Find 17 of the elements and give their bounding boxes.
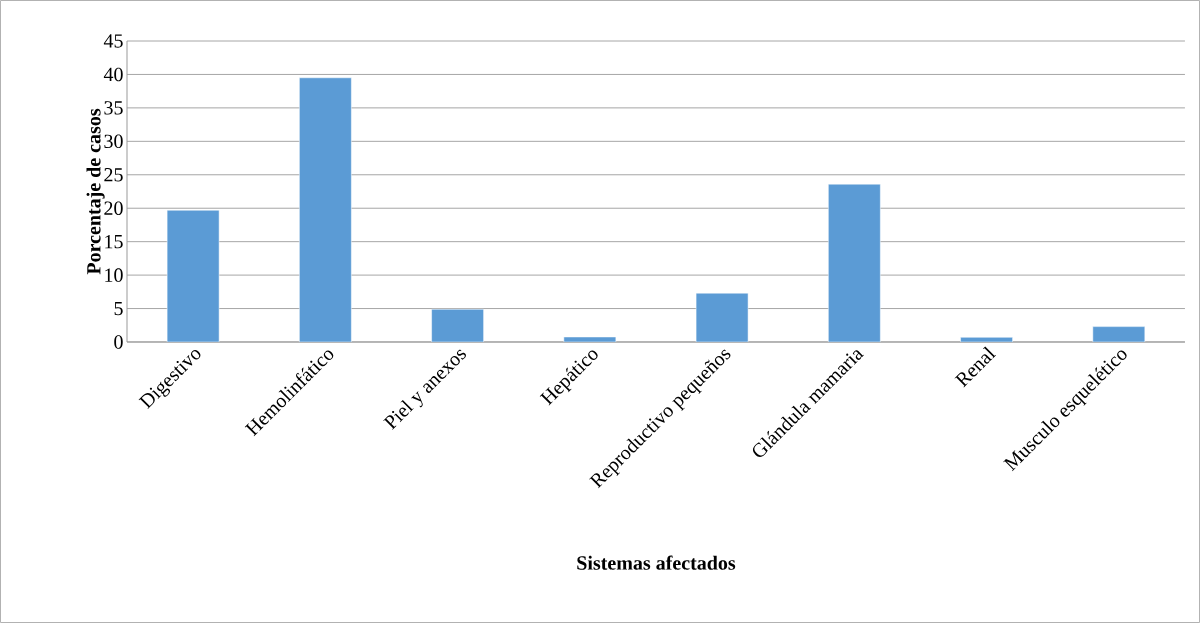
y-tick-label: 0 [114,335,123,349]
y-tick-label: 5 [114,301,123,316]
bar [166,209,220,342]
bar [695,292,749,342]
y-axis-title: Porcentaje de casos [86,108,105,275]
y-tick-label: 30 [104,134,123,149]
y-tick-label: 10 [105,268,123,282]
y-tick-label: 25 [104,168,123,182]
y-tick-label: 20 [104,201,123,215]
bar [299,77,352,342]
bar [431,308,484,342]
y-tick-label: 15 [105,234,123,249]
bar [828,183,881,342]
y-tick-label: 40 [103,67,123,82]
y-tick-label: 45 [103,34,123,48]
x-axis-title: Sistemas afectados [577,555,736,570]
y-tick-label: 35 [104,101,123,115]
